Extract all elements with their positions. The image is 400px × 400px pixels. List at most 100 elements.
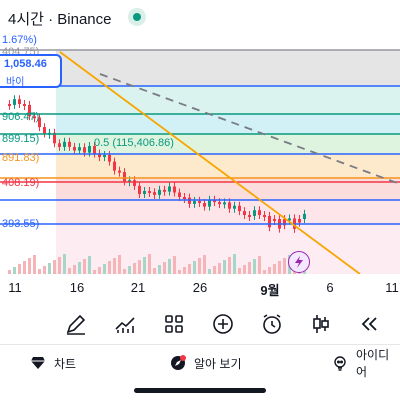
candle-body (173, 186, 176, 193)
tab-explore[interactable]: 알아 보기 (170, 352, 242, 374)
volume-bar (123, 269, 126, 274)
fib-zone (56, 178, 400, 200)
volume-bar (153, 268, 156, 274)
candle-body (158, 189, 161, 195)
indicator-badge-icon[interactable] (288, 251, 310, 273)
candle-body (18, 99, 21, 104)
volume-bar (8, 270, 11, 274)
candle-body (33, 116, 36, 119)
indicators-icon[interactable] (111, 310, 139, 338)
volume-bar (98, 267, 101, 274)
volume-bar (78, 262, 81, 274)
candle-body (268, 215, 271, 228)
candle-body (233, 205, 236, 209)
volume-bar (273, 264, 276, 274)
alarm-icon[interactable] (258, 310, 286, 338)
volume-bar (103, 264, 106, 274)
candle-body (13, 99, 16, 105)
volume-bar (23, 261, 26, 274)
trend-line (59, 51, 361, 274)
volume-bar (38, 269, 41, 274)
candle-body (88, 146, 91, 153)
volume-bar (223, 260, 226, 274)
volume-bar (108, 261, 111, 274)
volume-bar (228, 257, 231, 274)
volume-bar (203, 255, 206, 274)
market-open-indicator-icon (128, 8, 146, 26)
current-price-badge[interactable]: 1,058.46 바이 (0, 54, 62, 88)
volume-bar (253, 259, 256, 274)
symbol-interval-title[interactable]: 4시간 · Binance (8, 11, 112, 28)
fib-zone (56, 134, 400, 154)
volume-bar (168, 259, 171, 274)
candle-body (263, 215, 266, 217)
candle-body (118, 170, 121, 173)
volume-bar (58, 257, 61, 274)
volume-bar (213, 266, 216, 274)
time-axis-label: 11 (8, 280, 22, 295)
volume-bar (88, 256, 91, 274)
candle-body (283, 219, 286, 226)
candle-body (78, 147, 81, 151)
explore-compass-icon (170, 355, 186, 371)
volume-bar (73, 265, 76, 274)
candle-body (218, 202, 221, 205)
candle-body (208, 199, 211, 207)
volume-bar (13, 267, 16, 274)
candle-body (53, 132, 56, 144)
time-axis-label: 6 (326, 280, 334, 295)
dashed-trend-line (99, 73, 400, 185)
layouts-icon[interactable] (160, 310, 188, 338)
tab-chart[interactable]: 차트 (30, 352, 76, 374)
candle-body (153, 192, 156, 195)
tab-ideas[interactable]: 아이디어 (332, 348, 400, 379)
chart-header: 4시간 · Binance (0, 0, 400, 34)
price-label: 393.55) (2, 218, 40, 230)
toolbar-divider (0, 344, 400, 345)
price-label: 408.19) (2, 177, 40, 189)
candle-body (28, 104, 31, 117)
drawing-toolbar (0, 304, 400, 344)
volume-bar (128, 266, 131, 274)
volume-bar (133, 263, 136, 274)
time-axis-label: 16 (69, 280, 85, 295)
volume-bar (113, 258, 116, 274)
candle-body (148, 191, 151, 193)
candles-icon[interactable] (307, 310, 335, 338)
candle-body (103, 155, 106, 158)
candle-body (203, 203, 206, 207)
time-axis-label: 26 (192, 280, 208, 295)
volume-bar (138, 260, 141, 274)
home-indicator (134, 388, 266, 393)
draw-icon[interactable] (62, 310, 90, 338)
candle-body (113, 161, 116, 171)
volume-bar (283, 258, 286, 274)
candle-body (228, 202, 231, 209)
replay-icon[interactable] (355, 310, 383, 338)
candle-body (248, 215, 251, 217)
volume-bar (268, 267, 271, 274)
tab-chart-label: 차트 (54, 356, 77, 371)
volume-bar (258, 256, 261, 274)
volume-bar (243, 265, 246, 274)
chart-diamond-icon (30, 355, 46, 371)
time-axis-label: 21 (130, 280, 146, 295)
candle-body (253, 210, 256, 216)
candle-body (178, 192, 181, 197)
price-label: 1.67%) (2, 34, 37, 46)
candle-body (213, 199, 216, 203)
volume-bar (193, 261, 196, 274)
volume-bar (143, 257, 146, 274)
price-chart[interactable] (0, 34, 400, 274)
current-price-sub: 바이 (6, 77, 25, 88)
candle-body (98, 153, 101, 158)
current-price-value: 1,058.46 (4, 58, 47, 70)
candle-body (23, 104, 26, 106)
add-icon[interactable] (209, 310, 237, 338)
candle-body (223, 202, 226, 205)
volume-bar (278, 261, 281, 274)
tab-ideas-label: 아이디어 (356, 348, 390, 379)
volume-bar (43, 266, 46, 274)
candle-body (163, 189, 166, 192)
volume-bar (188, 264, 191, 274)
